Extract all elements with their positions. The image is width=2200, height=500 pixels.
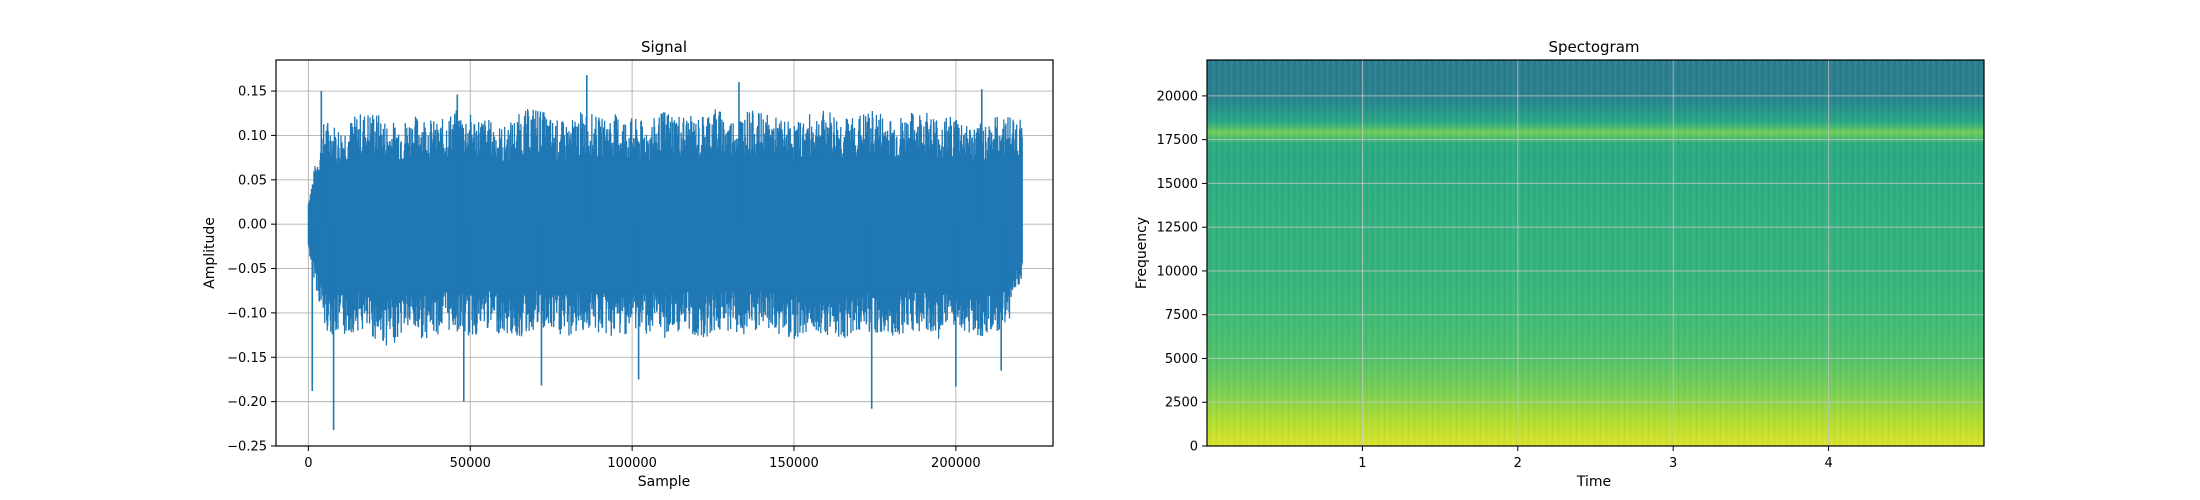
signal-y-tick-label: 0.05: [238, 173, 267, 188]
signal-x-tick-label: 100000: [607, 456, 657, 471]
signal-xlabel: Sample: [638, 474, 691, 490]
spectrogram-y-tick-label: 15000: [1157, 177, 1198, 192]
signal-x-tick-label: 50000: [450, 456, 491, 471]
spectrogram-panel: Spectogram 1 2 3 4 0 2500 5000 7500 10000 12500 1…: [1134, 38, 1985, 490]
spectrogram-y-tick-label: 2500: [1165, 396, 1198, 411]
signal-y-tick-label: −0.15: [227, 351, 267, 366]
spectrogram-y-ticks: 0 2500 5000 7500 10000 12500 15000 17500 20000: [1157, 89, 1207, 455]
signal-x-tick-label: 150000: [769, 456, 819, 471]
spectrogram-y-tick-label: 17500: [1157, 133, 1198, 148]
spectrogram-x-tick-label: 3: [1669, 456, 1677, 471]
signal-y-tick-label: −0.20: [227, 395, 267, 410]
signal-x-tick-label: 0: [304, 456, 312, 471]
spectrogram-texture: [1207, 60, 1984, 446]
signal-y-tick-label: −0.25: [227, 440, 267, 455]
signal-panel: Signal 0 50000 100000 150000 200000 −0.25−0.…: [202, 38, 1054, 490]
spectrogram-x-tick-label: 1: [1358, 456, 1366, 471]
spectrogram-grid: [1207, 60, 1984, 446]
spectrogram-x-tick-label: 2: [1514, 456, 1522, 471]
signal-waveform-core: [308, 149, 1023, 302]
spectrogram-y-tick-label: 10000: [1157, 264, 1198, 279]
spectrogram-x-ticks: 1 2 3 4: [1358, 446, 1833, 471]
spectrogram-y-tick-label: 5000: [1165, 352, 1198, 367]
spectrogram-xlabel: Time: [1576, 474, 1611, 490]
signal-y-tick-label: 0.00: [238, 218, 267, 233]
signal-plot-area: [307, 75, 1023, 431]
signal-x-ticks: 0 50000 100000 150000 200000: [304, 446, 981, 471]
spectrogram-title: Spectogram: [1548, 38, 1639, 56]
signal-y-tick-label: 0.15: [238, 85, 267, 100]
signal-y-tick-label: −0.10: [227, 306, 267, 321]
signal-y-tick-label: −0.05: [227, 262, 267, 277]
spectrogram-y-tick-label: 0: [1190, 440, 1198, 455]
spectrogram-y-tick-label: 12500: [1157, 221, 1198, 236]
spectrogram-y-tick-label: 20000: [1157, 89, 1198, 104]
spectrogram-axes-frame: [1206, 59, 1985, 447]
signal-x-tick-label: 200000: [931, 456, 981, 471]
signal-ylabel: Amplitude: [202, 217, 218, 289]
signal-y-tick-label: 0.10: [238, 129, 267, 144]
signal-axes-frame: [275, 59, 1054, 447]
signal-y-ticks: −0.25 −0.20 −0.15 −0.10 −0.05 0.00 0.05 0.10 0.1…: [227, 85, 276, 455]
signal-title: Signal: [641, 38, 687, 56]
spectrogram-x-tick-label: 4: [1824, 456, 1832, 471]
spectrogram-ylabel: Frequency: [1134, 217, 1150, 289]
spectrogram-y-tick-label: 7500: [1165, 308, 1198, 323]
